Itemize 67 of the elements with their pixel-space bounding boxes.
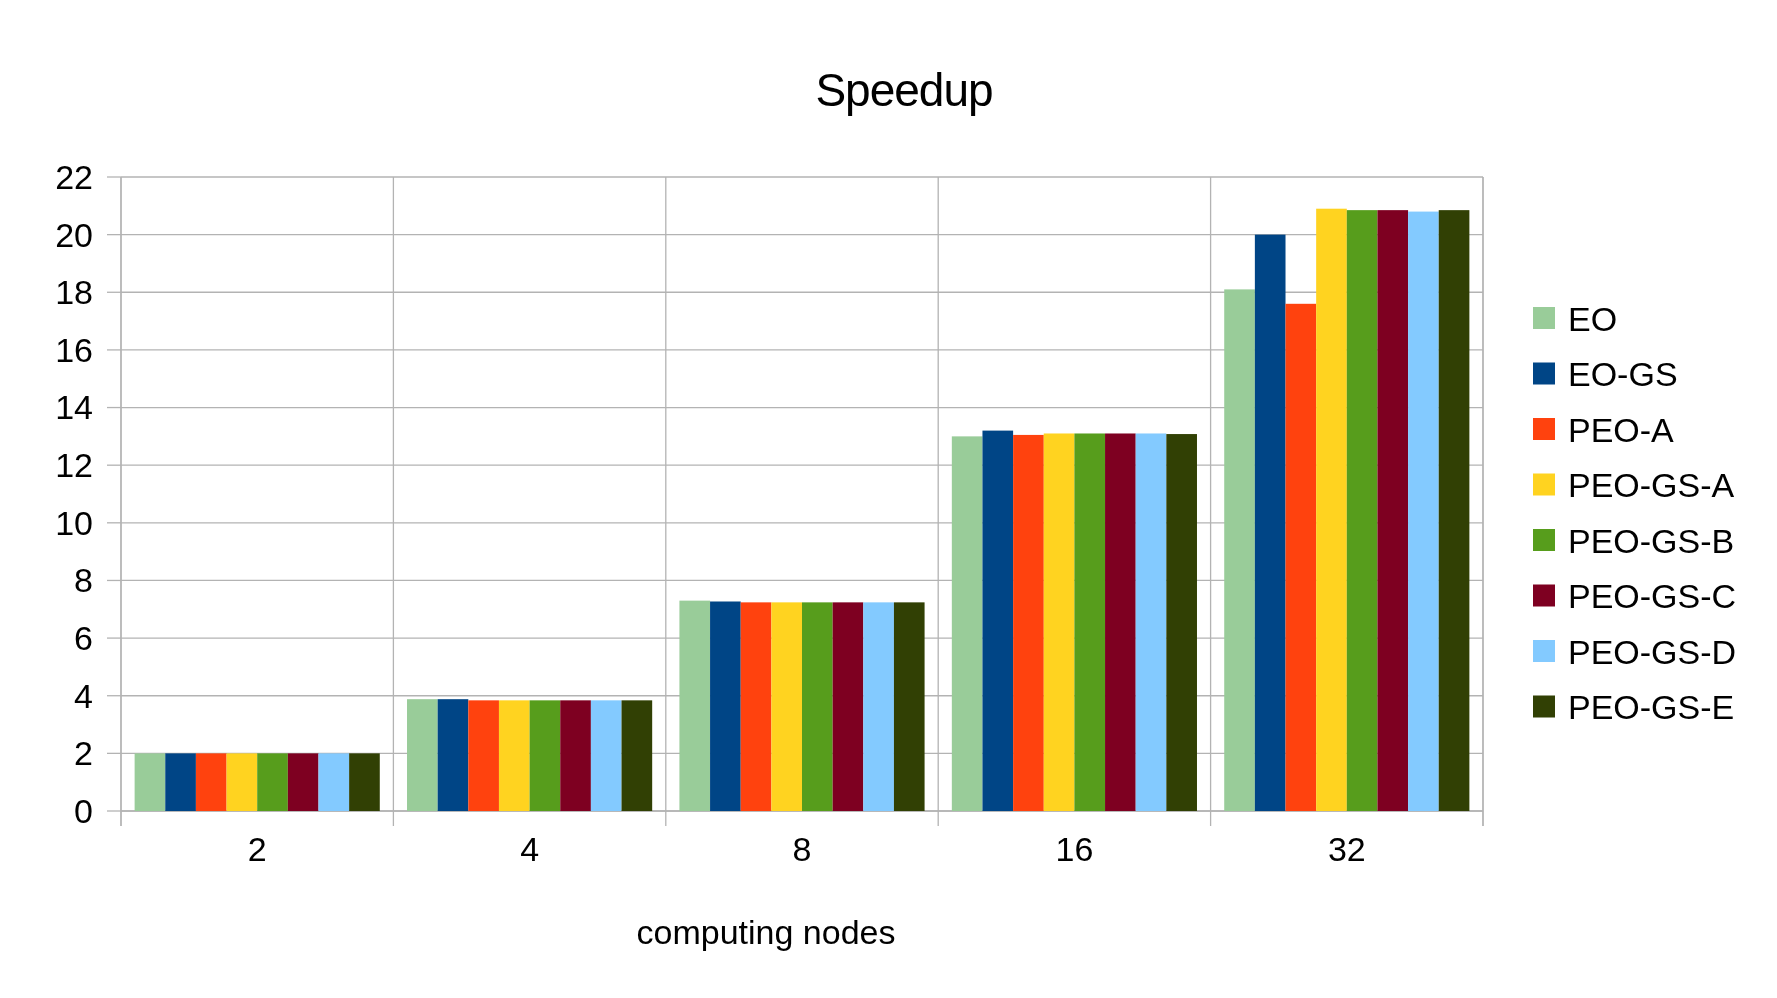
bar [1043, 433, 1075, 811]
bar [802, 602, 833, 811]
bar [863, 602, 894, 811]
bar [1105, 433, 1136, 811]
bar [165, 753, 196, 811]
y-tick-label: 8 [74, 561, 93, 600]
x-tick-label: 2 [247, 830, 267, 868]
bar [1013, 434, 1044, 811]
bar [287, 753, 319, 811]
bar [407, 699, 438, 811]
bar [710, 601, 741, 811]
y-tick-label: 2 [74, 734, 93, 773]
x-tick-label: 4 [520, 830, 540, 868]
bar [621, 700, 653, 811]
y-tick-label: 20 [55, 215, 93, 254]
legend-label: PEO-A [1568, 410, 1675, 449]
x-tick-label: 16 [1055, 830, 1094, 868]
bar [1438, 210, 1470, 811]
bar [1224, 289, 1255, 811]
y-tick-label: 10 [55, 503, 93, 542]
legend-label: PEO-GS-B [1568, 521, 1735, 560]
y-tick-label: 6 [74, 618, 93, 657]
bar [1135, 433, 1167, 811]
legend-label: EO-GS [1568, 355, 1678, 394]
bar [679, 600, 711, 811]
y-tick-label: 22 [55, 157, 93, 196]
legend-label: PEO-GS-C [1568, 577, 1737, 616]
y-tick-label: 16 [55, 330, 93, 369]
x-tick-label: 32 [1327, 830, 1366, 868]
bar [134, 753, 166, 811]
bar [982, 430, 1014, 811]
bar [1408, 211, 1439, 811]
y-tick-label: 18 [55, 273, 93, 312]
bar [1285, 303, 1317, 811]
bar [529, 700, 561, 811]
legend-label: PEO-GS-E [1568, 688, 1735, 727]
bar [468, 700, 499, 811]
bar [1377, 210, 1409, 811]
bar [498, 700, 530, 811]
y-tick-label: 4 [74, 676, 93, 715]
bar [195, 753, 227, 811]
bar [771, 602, 802, 811]
bar [226, 753, 258, 811]
bar [1074, 433, 1106, 811]
bar [1254, 234, 1286, 811]
bar [1166, 434, 1197, 811]
y-tick-label: 0 [74, 791, 93, 830]
bar [257, 753, 288, 811]
legend-label: PEO-GS-A [1568, 466, 1735, 505]
x-tick-label: 8 [792, 830, 812, 868]
legend-label: EO [1568, 299, 1618, 338]
x-axis-title: computing nodes [636, 913, 896, 951]
legend-label: PEO-GS-D [1568, 632, 1737, 671]
bar [740, 602, 772, 811]
bar [1316, 208, 1347, 811]
bar [832, 602, 864, 811]
bar [437, 699, 469, 811]
y-tick-label: 12 [55, 446, 93, 485]
y-tick-label: 14 [55, 388, 93, 427]
bar [893, 602, 925, 811]
bar [349, 753, 380, 811]
bar [560, 700, 591, 811]
bar [951, 436, 983, 811]
bar [318, 753, 350, 811]
chart-title: Speedup [815, 64, 993, 116]
bar [1346, 210, 1378, 811]
bar [590, 700, 622, 811]
